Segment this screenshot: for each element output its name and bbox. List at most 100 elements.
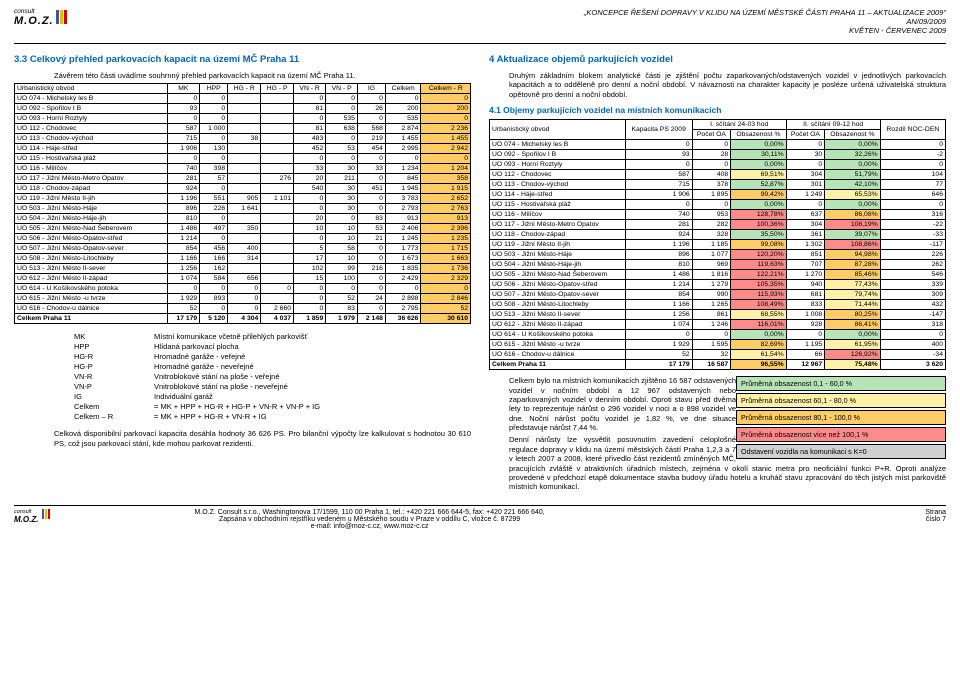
- legend-value: Vnitroblokové stání na ploše - veřejné: [154, 372, 280, 381]
- table-cell: 0: [357, 94, 385, 104]
- table-sum-cell: 3 620: [880, 360, 945, 370]
- table-cell: 69,51%: [731, 170, 787, 180]
- table-sum-cell: 17 179: [167, 314, 200, 324]
- table-sum-row: Celkem Praha 1117 17916 58796,55%12 9677…: [490, 360, 946, 370]
- table-cell: 0: [167, 154, 200, 164]
- table-cell: 262: [880, 260, 945, 270]
- table-cell: 0: [200, 114, 228, 124]
- occ-col-subheader: Obsazenost %: [731, 130, 787, 140]
- table-cell: 584: [200, 274, 228, 284]
- table-row: UO 612 - Jižní Město II-západ1 0741 2461…: [490, 320, 946, 330]
- table-cell: 99,08%: [731, 240, 787, 250]
- table-cell: 53: [326, 144, 358, 154]
- table-cell: 20: [294, 214, 326, 224]
- table-cell: 551: [200, 194, 228, 204]
- table-cell: 314: [228, 254, 261, 264]
- table-cell: 452: [294, 144, 326, 154]
- legend-value: Hromadné garáže - neveřejné: [154, 362, 254, 371]
- table-cell: 0: [294, 194, 326, 204]
- table-cell: 350: [228, 224, 261, 234]
- logo-consult: consult: [14, 8, 54, 15]
- table-row: UO 093 - Horní Roztyly00053505350: [15, 114, 471, 124]
- footer-line3: e-mail: info@moz-c.cz, www.moz-c.cz: [194, 523, 544, 530]
- table-cell: [228, 174, 261, 184]
- table-cell: 10: [326, 234, 358, 244]
- legend-key: HG-P: [74, 362, 154, 371]
- table-row: UO 119 - Jižní Město II-jih1 1961 18599,…: [490, 240, 946, 250]
- table-cell: 2 236: [421, 124, 471, 134]
- intro-para: Závěrem této části uvádíme souhrnný přeh…: [54, 71, 471, 80]
- table-cell: 0: [261, 284, 294, 294]
- footer-page: Strana číslo 7: [925, 509, 946, 530]
- table-cell: 861: [692, 310, 730, 320]
- table-cell: UO 118 - Chodov-západ: [490, 230, 626, 240]
- header-line2: AN/09/2009: [584, 17, 946, 26]
- table-row: UO 074 - Michelský les B0000000: [15, 94, 471, 104]
- table-sum-cell: 96,55%: [731, 360, 787, 370]
- table-cell: 61,54%: [731, 350, 787, 360]
- table-cell: 2 429: [385, 274, 421, 284]
- table-cell: 924: [167, 184, 200, 194]
- table-cell: [261, 264, 294, 274]
- legend-key: HPP: [74, 342, 154, 351]
- legend-key: MK: [74, 332, 154, 341]
- table-row: UO 615 - Jižní Město -u tvrze1 929893005…: [15, 294, 471, 304]
- table-cell: 0: [200, 284, 228, 294]
- table-cell: 1 663: [421, 254, 471, 264]
- table-cell: 108,86%: [825, 240, 881, 250]
- table-cell: [261, 114, 294, 124]
- table-cell: -2: [880, 150, 945, 160]
- table-cell: UO 114 - Háje-střed: [490, 190, 626, 200]
- header-line3: KVĚTEN - ČERVENEC 2009: [584, 26, 946, 35]
- table-cell: 119,63%: [731, 260, 787, 270]
- table-cell: [261, 204, 294, 214]
- table-cell: 0: [786, 200, 824, 210]
- table-cell: 1 455: [421, 134, 471, 144]
- table-cell: 456: [200, 244, 228, 254]
- table-cell: [261, 224, 294, 234]
- table-cell: 0: [326, 154, 358, 164]
- table-cell: UO 112 - Chodovec: [490, 170, 626, 180]
- table-cell: 854: [625, 290, 692, 300]
- footer-line2: Zapsána v obchodním rejstříku vedeném u …: [194, 516, 544, 523]
- table-cell: [261, 214, 294, 224]
- table-cell: 93: [167, 104, 200, 114]
- table-cell: 1 000: [200, 124, 228, 134]
- legend-color-box: Odstavení vozidla na komunikaci s K=0: [736, 444, 946, 459]
- footer-logo: consult M.O.Z.: [14, 509, 38, 530]
- table-cell: UO 614 - U Košíkovského potoka: [15, 284, 168, 294]
- table-sum-cell: 75,48%: [825, 360, 881, 370]
- table-cell: 740: [167, 164, 200, 174]
- table-cell: 281: [167, 174, 200, 184]
- legend-row: VN-RVnitroblokové stání na ploše - veřej…: [74, 372, 471, 381]
- table-cell: 1 235: [421, 234, 471, 244]
- table-cell: 32,26%: [825, 150, 881, 160]
- table-cell: 535: [385, 114, 421, 124]
- table-cell: UO 616 - Chodov-u dálnice: [15, 304, 168, 314]
- table-cell: UO 616 - Chodov-u dálnice: [490, 350, 626, 360]
- table-row: UO 508 - Jižní Město-Litochleby1 1661 26…: [490, 300, 946, 310]
- capacity-col-header: HG - P: [261, 84, 294, 94]
- table-row: UO 115 - Hostivařská pláž0000000: [15, 154, 471, 164]
- legend-color-box: Průměrná obsazenost 0,1 - 60,0 %: [736, 376, 946, 391]
- capacity-col-header: Celkem: [385, 84, 421, 94]
- occ-col-header: I. sčítání 24-03 hod: [692, 120, 786, 130]
- table-cell: 637: [786, 210, 824, 220]
- table-cell: 309: [880, 290, 945, 300]
- legend-row: HG-PHromadné garáže - neveřejné: [74, 362, 471, 371]
- table-cell: 0: [692, 140, 730, 150]
- table-cell: 1 246: [692, 320, 730, 330]
- table-cell: 5: [294, 244, 326, 254]
- logo-bars: [56, 10, 67, 24]
- table-cell: 1 214: [167, 234, 200, 244]
- table-cell: 0: [357, 114, 385, 124]
- table-row: UO 112 - Chodovec5871 000816385682 8742 …: [15, 124, 471, 134]
- occ-col-subheader: Počet OA: [786, 130, 824, 140]
- table-row: UO 118 - Chodov-západ9240540304511 9451 …: [15, 184, 471, 194]
- table-cell: 30: [326, 194, 358, 204]
- table-cell: 1 945: [385, 184, 421, 194]
- section-4-title: 4 Aktualizace objemů parkujících vozidel: [489, 54, 946, 65]
- table-cell: 0: [421, 284, 471, 294]
- table-cell: 30: [326, 204, 358, 214]
- table-cell: 0: [200, 134, 228, 144]
